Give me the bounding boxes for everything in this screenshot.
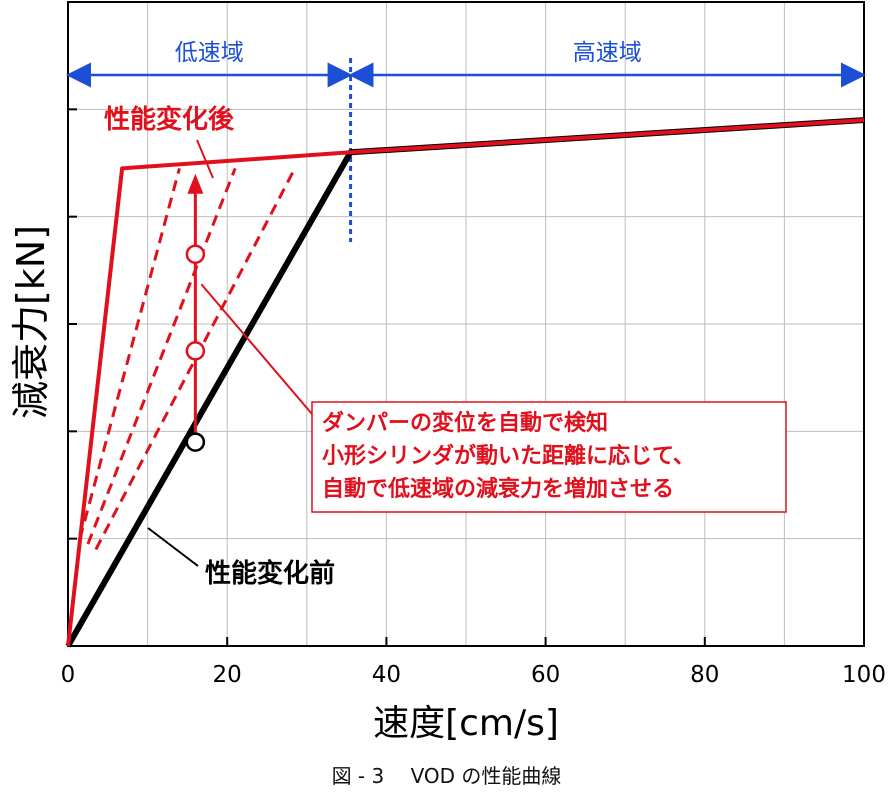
region-label: 高速域 <box>573 40 642 66</box>
tick-layer: 0 20 40 60 80 100 <box>61 637 886 688</box>
series-label-before: 性能変化前 <box>205 558 335 589</box>
data-point-marker <box>185 341 206 361</box>
x-axis-label: 速度[cm/s] <box>373 703 559 744</box>
marker-layer <box>185 244 206 452</box>
callout-text-line: ダンパーの変位を自動で検知 <box>322 410 608 436</box>
x-tick-label: 20 <box>213 662 242 688</box>
x-tick-label: 0 <box>61 662 76 688</box>
data-point-marker <box>185 432 206 452</box>
grid <box>68 2 864 646</box>
data-point-marker <box>185 244 206 264</box>
callout-box <box>311 401 787 513</box>
intermediate-curve-dashed <box>86 167 237 545</box>
x-tick-label: 60 <box>531 662 560 688</box>
callout-text-line: 自動で低速域の減衰力を増加させる <box>322 476 674 502</box>
region-label: 低速域 <box>175 40 244 66</box>
y-axis-label: 減衰力[kN] <box>9 225 53 419</box>
x-tick-label: 80 <box>690 662 719 688</box>
series-label-after: 性能変化後 <box>104 104 235 135</box>
region-layer: 低速域 高速域 <box>66 40 866 242</box>
plot-frame <box>67 1 865 647</box>
increase-arrow-head <box>187 173 204 194</box>
x-tick-label: 100 <box>842 662 886 688</box>
series-layer <box>65 117 865 648</box>
x-tick-label: 40 <box>372 662 401 688</box>
leader-line-before <box>147 527 199 567</box>
figure-caption: 図 - 3 VOD の性能曲線 <box>331 764 562 788</box>
intermediate-curve-dashed <box>78 167 181 540</box>
leader-line-after <box>196 139 214 179</box>
callout-text-line: 小形シリンダが動いた距離に応じて、 <box>322 443 695 469</box>
callout-leader-line <box>200 283 313 415</box>
series-after-change <box>66 118 865 647</box>
